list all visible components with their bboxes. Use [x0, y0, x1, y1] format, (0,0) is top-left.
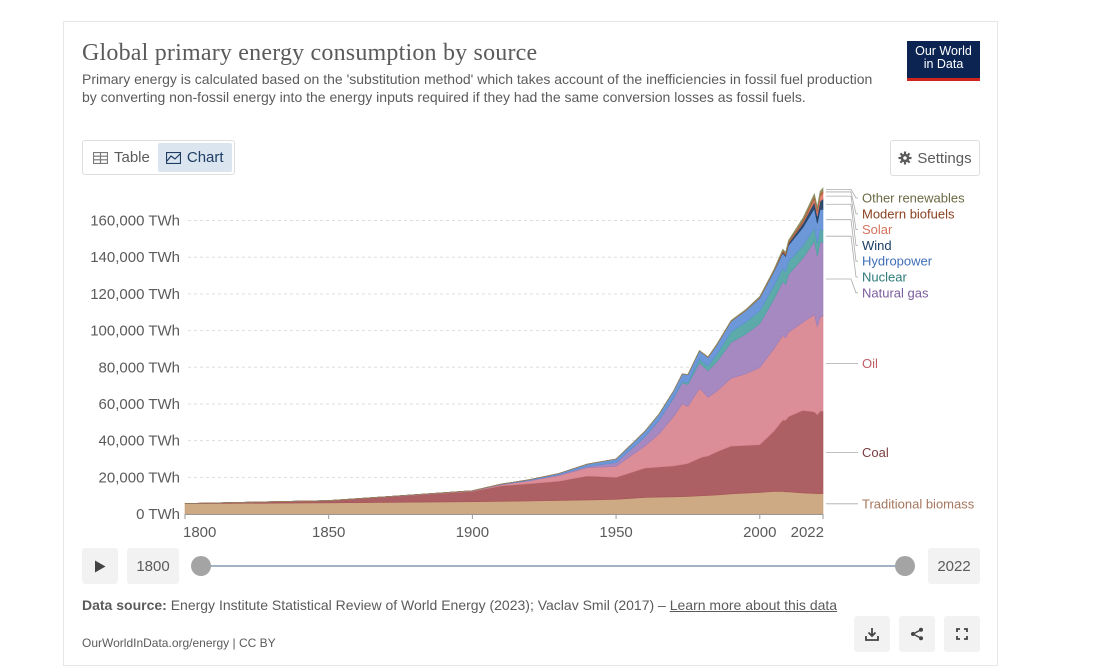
share-icon — [911, 627, 923, 641]
x-tick-label: 2000 — [743, 524, 776, 541]
end-year-label[interactable]: 2022 — [928, 548, 980, 584]
legend-label-coal[interactable]: Coal — [862, 445, 889, 460]
area-series — [184, 187, 824, 515]
timeline-track[interactable] — [200, 565, 905, 567]
end-year-handle[interactable] — [895, 556, 915, 576]
y-tick-label: 40,000 TWh — [99, 433, 180, 450]
legend-label-other-renewables[interactable]: Other renewables — [862, 191, 965, 206]
legend-label-oil[interactable]: Oil — [862, 356, 878, 371]
chart-card — [63, 21, 998, 666]
y-tick-label: 100,000 TWh — [90, 323, 180, 340]
legend-label-nuclear[interactable]: Nuclear — [862, 270, 907, 285]
y-tick-label: 20,000 TWh — [99, 469, 180, 486]
data-source: Data source: Energy Institute Statistica… — [82, 597, 842, 614]
legend-connector — [826, 188, 858, 199]
logo-line-1: Our World — [915, 44, 972, 58]
area-other-renewables[interactable] — [184, 187, 824, 504]
x-tick-label: 1800 — [183, 524, 216, 541]
y-tick-label: 80,000 TWh — [99, 359, 180, 376]
legend-label-natural-gas[interactable]: Natural gas — [862, 285, 929, 300]
area-chart: 0 TWh 20,000 TWh 40,000 TWh 60,000 TWh 80,00… — [90, 187, 975, 541]
view-tabs: Table Chart — [82, 140, 235, 175]
source-text: Energy Institute Statistical Review of W… — [170, 597, 670, 613]
y-axis-ticks: 0 TWh 20,000 TWh 40,000 TWh 60,000 TWh 80,00… — [90, 213, 180, 523]
source-prefix: Data source: — [82, 597, 167, 613]
x-tick-label: 2022 — [791, 524, 824, 541]
legend-connector — [826, 278, 858, 294]
legend-connector — [826, 195, 858, 230]
start-year-handle[interactable] — [191, 556, 211, 576]
chart-icon — [165, 151, 181, 164]
y-tick-label: 120,000 TWh — [90, 286, 180, 303]
y-tick-label: 160,000 TWh — [90, 213, 180, 230]
legend-label-wind[interactable]: Wind — [862, 238, 892, 253]
legend: Traditional biomass Coal Oil Natural gasNuc… — [826, 188, 975, 511]
legend-label-traditional-biomass[interactable]: Traditional biomass — [862, 496, 975, 511]
legend-label-modern-biofuels[interactable]: Modern biofuels — [862, 206, 955, 221]
credit-line: OurWorldInData.org/energy | CC BY — [82, 636, 276, 650]
y-tick-label: 140,000 TWh — [90, 249, 180, 266]
fullscreen-button[interactable] — [944, 616, 980, 652]
x-tick-label: 1850 — [312, 524, 345, 541]
tab-table[interactable]: Table — [85, 143, 158, 172]
learn-more-link[interactable]: Learn more about this data — [669, 597, 838, 613]
legend-connector — [826, 191, 858, 215]
legend-label-hydropower[interactable]: Hydropower — [862, 254, 933, 269]
fullscreen-icon — [956, 628, 968, 640]
chart-title: Global primary energy consumption by sou… — [82, 40, 538, 66]
y-tick-label: 60,000 TWh — [99, 396, 180, 413]
owid-logo[interactable]: Our World in Data — [907, 41, 980, 81]
chart-subtitle: Primary energy is calculated based on th… — [82, 71, 873, 105]
download-button[interactable] — [854, 616, 890, 652]
download-icon — [865, 628, 879, 641]
settings-label: Settings — [917, 149, 972, 167]
x-tick-label: 1900 — [456, 524, 489, 541]
y-tick-label: 0 TWh — [136, 506, 180, 523]
legend-connector — [826, 203, 858, 246]
tab-chart-label: Chart — [186, 149, 224, 166]
settings-button[interactable]: Settings — [890, 140, 980, 176]
logo-line-2: in Data — [923, 57, 964, 71]
table-icon — [93, 151, 108, 164]
share-button[interactable] — [899, 616, 935, 652]
tab-chart[interactable]: Chart — [157, 143, 232, 172]
x-tick-label: 1950 — [599, 524, 632, 541]
legend-connector — [826, 235, 858, 278]
play-icon — [95, 560, 106, 572]
x-axis: 1800 1850 1900 1950 2000 2022 — [183, 514, 824, 541]
timeline: 1800 2022 — [82, 548, 980, 584]
legend-label-solar[interactable]: Solar — [862, 222, 893, 237]
tab-table-label: Table — [114, 149, 150, 166]
play-button[interactable] — [82, 548, 118, 584]
start-year-label[interactable]: 1800 — [127, 548, 179, 584]
legend-connector — [826, 219, 858, 262]
gear-icon — [898, 151, 912, 165]
